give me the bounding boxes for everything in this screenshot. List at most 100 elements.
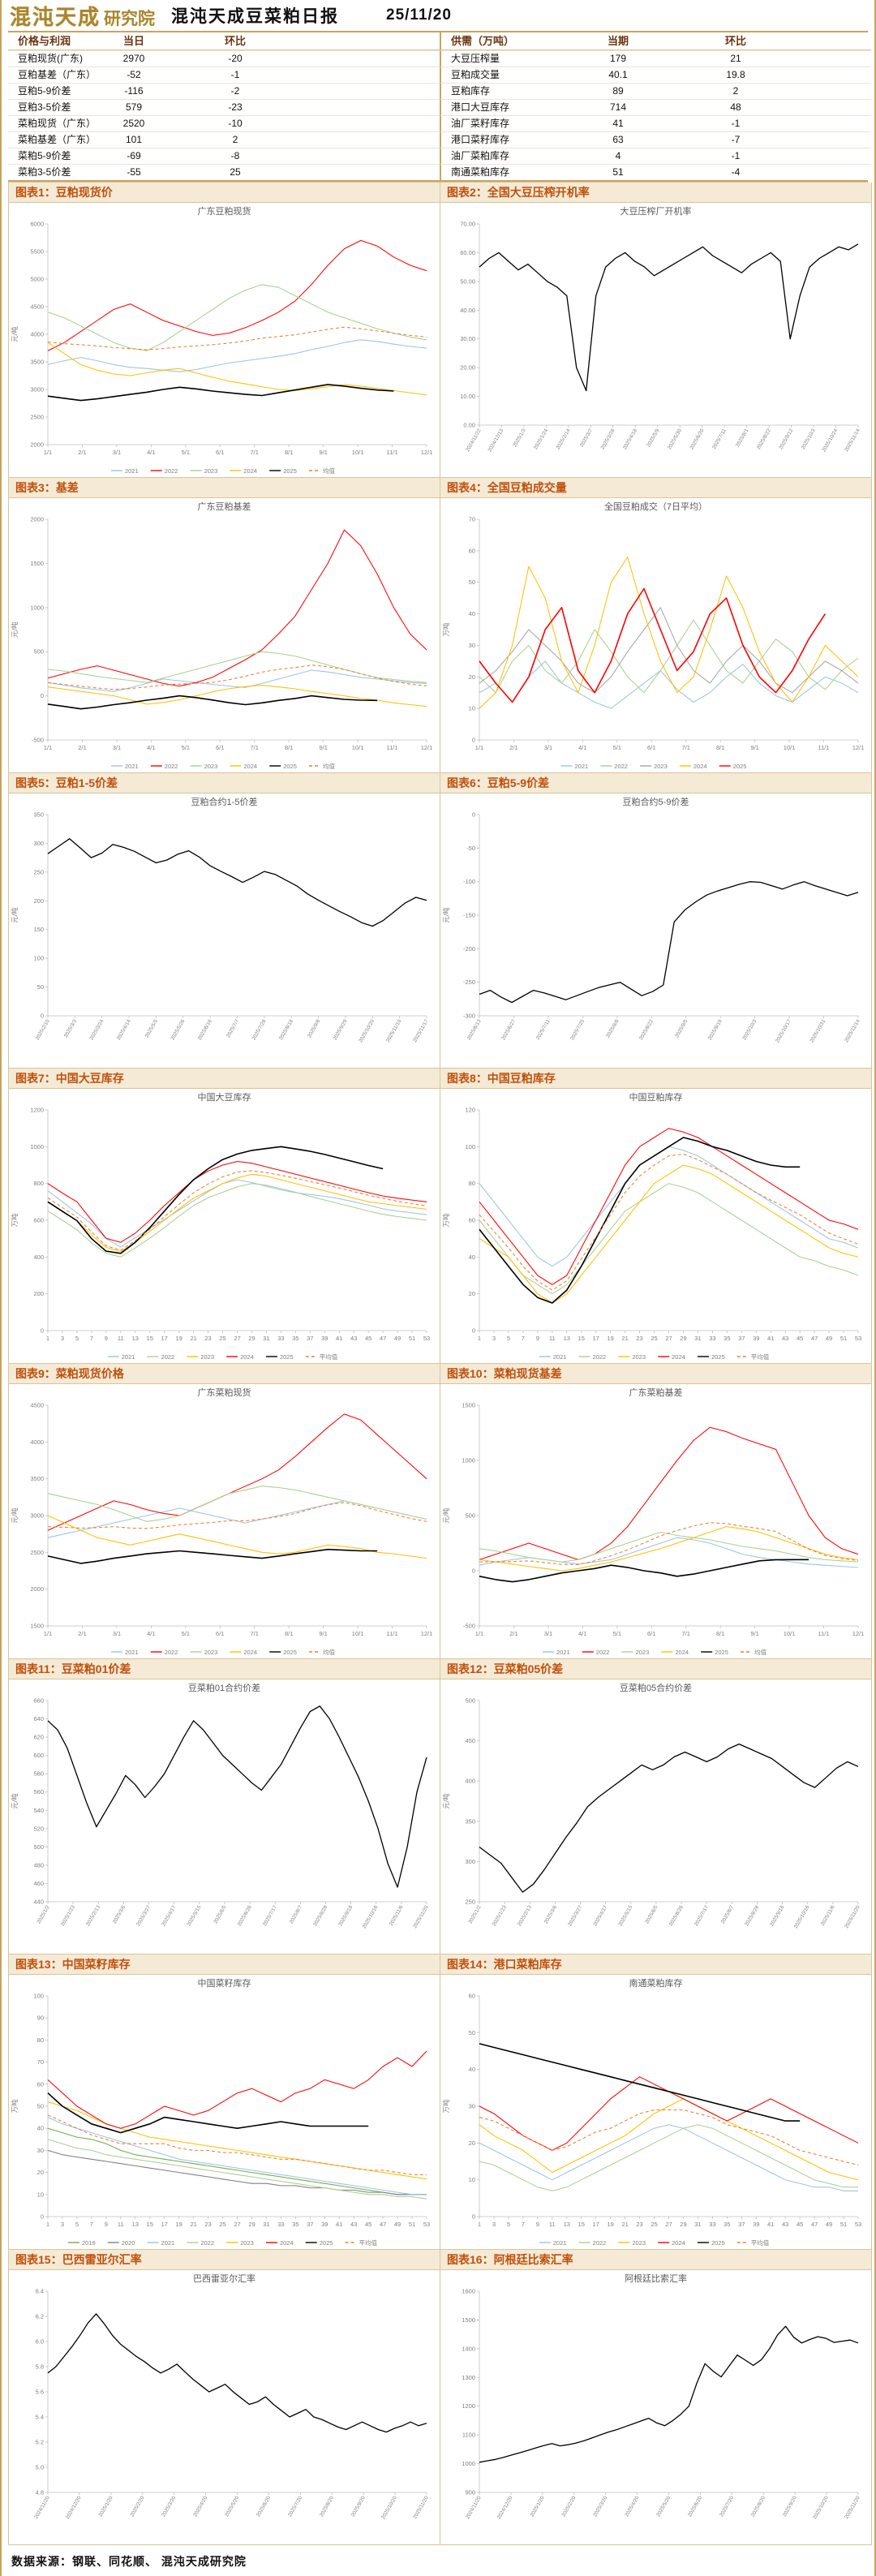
spacer <box>797 131 871 148</box>
svg-text:9: 9 <box>536 1335 539 1342</box>
svg-text:-500: -500 <box>463 1623 475 1630</box>
svg-text:37: 37 <box>738 2221 745 2228</box>
col-header-current: 当日 <box>97 32 170 50</box>
svg-text:29: 29 <box>680 1335 686 1342</box>
svg-text:10/1: 10/1 <box>784 744 796 751</box>
svg-text:2025: 2025 <box>733 763 747 770</box>
change-cell: -7 <box>675 131 797 148</box>
svg-text:2022: 2022 <box>200 2239 214 2247</box>
svg-text:豆菜粕01合约价差: 豆菜粕01合约价差 <box>188 1682 260 1693</box>
svg-text:6.2: 6.2 <box>36 2313 44 2320</box>
chart-block-9: 图表9：菜粕现货价格 广东菜粕现货 元/吨 1500 2000 2500 3000 3500 4… <box>9 1364 440 1659</box>
svg-text:2025/2/14: 2025/2/14 <box>556 428 572 450</box>
svg-text:2025/7/17: 2025/7/17 <box>694 1904 710 1927</box>
svg-text:全国豆粕成交（7日平均）: 全国豆粕成交（7日平均） <box>604 501 707 512</box>
svg-text:2025/2/13: 2025/2/13 <box>85 1904 101 1927</box>
svg-text:2025/3/7: 2025/3/7 <box>579 428 595 448</box>
svg-text:2022: 2022 <box>165 467 178 475</box>
svg-text:15: 15 <box>578 1335 585 1342</box>
chart-canvas: 巴西雷亚尔汇率 4.8 5.0 5.2 5.4 5.6 5.8 6.0 6.2 6.4 2024/1… <box>33 2273 430 2520</box>
svg-text:51: 51 <box>409 2221 415 2228</box>
svg-text:500: 500 <box>465 1512 475 1520</box>
svg-text:27: 27 <box>665 2221 672 2228</box>
svg-text:-200: -200 <box>463 945 475 953</box>
svg-text:2022: 2022 <box>596 1649 610 1656</box>
svg-text:1000: 1000 <box>462 1457 475 1464</box>
svg-text:43: 43 <box>350 1335 357 1342</box>
svg-text:600: 600 <box>33 1217 44 1224</box>
svg-text:11/1: 11/1 <box>818 1630 830 1637</box>
svg-text:2025/9/20: 2025/9/20 <box>350 2495 367 2518</box>
svg-text:20: 20 <box>469 1290 475 1297</box>
svg-text:2025: 2025 <box>711 2239 725 2247</box>
svg-text:10: 10 <box>469 705 475 712</box>
spacer <box>797 164 871 180</box>
svg-text:60: 60 <box>37 2080 44 2088</box>
svg-text:1: 1 <box>478 2221 481 2228</box>
svg-text:5500: 5500 <box>30 248 44 256</box>
svg-text:2025/1/20: 2025/1/20 <box>97 2495 114 2518</box>
svg-text:2021: 2021 <box>553 1353 567 1361</box>
svg-text:2025/2/20: 2025/2/20 <box>560 2495 577 2518</box>
svg-text:5/1: 5/1 <box>182 744 190 751</box>
svg-text:50: 50 <box>469 2029 475 2036</box>
svg-text:47: 47 <box>811 1335 818 1342</box>
svg-text:51: 51 <box>409 1335 415 1342</box>
svg-text:2025/9/12: 2025/9/12 <box>778 428 794 450</box>
svg-text:21: 21 <box>190 2221 196 2228</box>
svg-text:平均值: 平均值 <box>359 2238 378 2247</box>
svg-text:4/1: 4/1 <box>147 449 155 456</box>
svg-text:2025/8/20: 2025/8/20 <box>319 2495 335 2518</box>
svg-text:2025: 2025 <box>283 467 297 475</box>
svg-text:100: 100 <box>33 955 44 962</box>
svg-text:19: 19 <box>175 1335 182 1342</box>
row-label: 菜粕3-5价差 <box>8 164 97 180</box>
svg-text:2025/1/2: 2025/1/2 <box>467 1904 483 1924</box>
chart-header: 图表14：港口菜粕库存 <box>440 1955 871 1975</box>
chart-block-14: 图表14：港口菜粕库存 南通菜粕库存 万吨 0 10 20 30 40 50 60 1 3 5 7 9 11 1… <box>440 1955 872 2250</box>
svg-text:2025/11/14: 2025/11/14 <box>844 1018 861 1043</box>
svg-text:500: 500 <box>33 648 44 656</box>
svg-text:45: 45 <box>365 2221 371 2228</box>
chart-block-8: 图表8：中国豆粕库存 中国豆粕库存 万吨 0 20 40 60 80 100 120 1 3 5 7 9 11… <box>440 1069 872 1364</box>
svg-text:1/1: 1/1 <box>475 744 483 751</box>
svg-text:1500: 1500 <box>462 2316 475 2324</box>
col-header-change: 环比 <box>675 32 797 50</box>
svg-text:15: 15 <box>578 2221 585 2228</box>
svg-text:1300: 1300 <box>462 2374 475 2381</box>
svg-text:1600: 1600 <box>462 2288 475 2295</box>
svg-text:29: 29 <box>248 2221 255 2228</box>
chart-header: 图表1：豆粕现货价 <box>9 183 440 203</box>
svg-text:2025/3/27: 2025/3/27 <box>135 1904 152 1927</box>
svg-text:2025/10/3: 2025/10/3 <box>801 428 817 450</box>
svg-text:4/1: 4/1 <box>147 744 155 751</box>
svg-text:2025/3/20: 2025/3/20 <box>592 2495 608 2518</box>
svg-text:350: 350 <box>465 1817 475 1825</box>
svg-text:3000: 3000 <box>30 386 44 393</box>
svg-text:17: 17 <box>161 2221 168 2228</box>
summary-table: 价格与利润 当日 环比 供需（万吨） 当期 环比 豆粕现货(广东) 2970 -20 大豆压榨量 1… <box>8 31 871 182</box>
row-label: 油厂菜粕库存 <box>440 148 561 164</box>
svg-text:2023: 2023 <box>636 1649 650 1656</box>
svg-text:39: 39 <box>321 2221 328 2228</box>
report-header: 混沌天成 研究院 混沌天成豆菜粕日报 25/11/20 <box>2 0 874 31</box>
svg-text:2022: 2022 <box>161 1353 175 1361</box>
svg-text:8/1: 8/1 <box>285 1630 293 1637</box>
svg-text:2025/11/20: 2025/11/20 <box>844 1904 861 1929</box>
svg-text:2025/3/6: 2025/3/6 <box>112 1904 127 1924</box>
svg-text:3/1: 3/1 <box>113 1630 121 1637</box>
svg-text:13: 13 <box>564 1335 570 1342</box>
svg-text:3: 3 <box>492 2221 496 2228</box>
value-cell: 4 <box>561 148 675 164</box>
svg-text:53: 53 <box>423 1335 430 1342</box>
svg-text:5000: 5000 <box>30 276 44 283</box>
svg-text:3: 3 <box>61 1335 64 1342</box>
svg-text:400: 400 <box>465 1778 475 1785</box>
svg-text:2025/11/20: 2025/11/20 <box>412 1904 430 1929</box>
svg-text:25: 25 <box>219 2221 225 2228</box>
chart-block-4: 图表4：全国豆粕成交量 全国豆粕成交（7日平均） 万吨 0 10 20 30 40 50 60 70… <box>440 478 872 773</box>
spacer <box>300 131 440 148</box>
row-label: 豆粕现货(广东) <box>8 50 97 67</box>
svg-text:3500: 3500 <box>30 1475 44 1482</box>
